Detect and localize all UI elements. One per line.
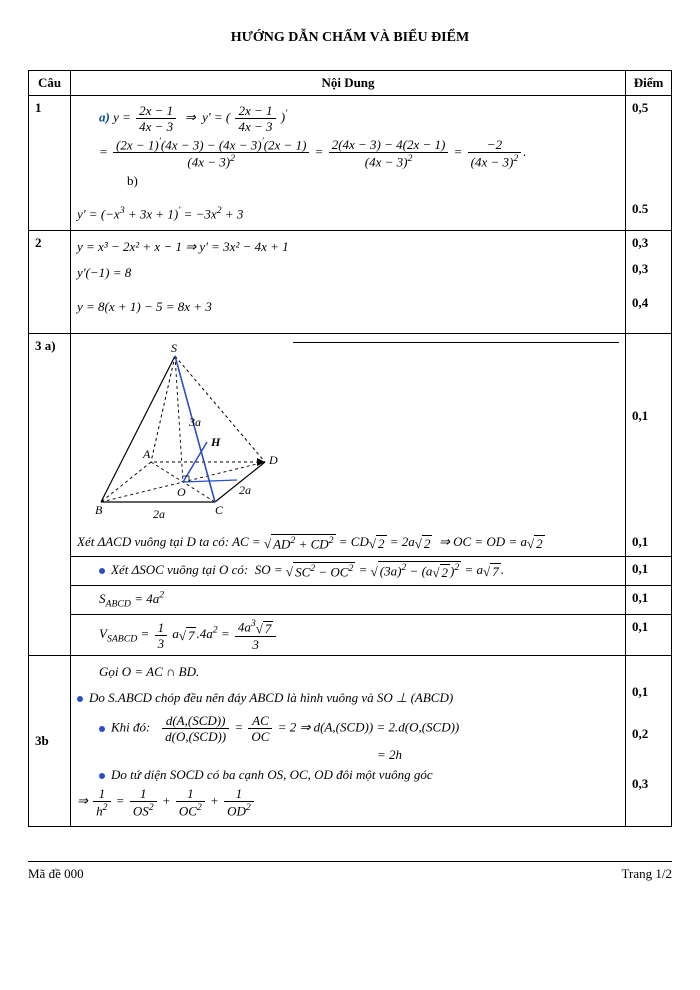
q3a-step2-pts: 0,1: [626, 557, 672, 586]
q1a-content: a) y = 2x − 14x − 3 ⇒ y' = ( 2x − 14x − …: [71, 96, 626, 197]
q3a-step3-pts: 0,1: [626, 586, 672, 615]
q3b-content: Gọi O = AC ∩ BD. Do S.ABCD chóp đều nên …: [71, 656, 626, 826]
header-diem: Điểm: [626, 71, 672, 96]
q2-line3: y = 8(x + 1) − 5 = 8x + 3: [77, 299, 619, 315]
q3b-number: 3b: [29, 656, 71, 826]
q2-number: 2: [29, 230, 71, 333]
page-footer: Mã đề 000 Trang 1/2: [28, 861, 672, 882]
q2-pt2: 0,3: [632, 261, 665, 277]
svg-text:3a: 3a: [188, 415, 201, 429]
bullet-icon: [99, 773, 105, 779]
q1a-points: 0,5: [626, 96, 672, 197]
q2-line1: y = x³ − 2x² + x − 1 ⇒ y' = 3x² − 4x + 1: [77, 239, 619, 255]
q3a-pts-diagram: 0,1: [626, 333, 672, 530]
q3a-step4: VSABCD = 13 a7.4a2 = 4a373: [71, 615, 626, 656]
q3a-step1: Xét ΔACD vuông tại D ta có: AC = AD2 + C…: [71, 530, 626, 557]
svg-text:O: O: [177, 485, 186, 499]
q2-pt1: 0,3: [632, 235, 665, 251]
footer-right: Trang 1/2: [622, 866, 672, 882]
q3a-step1-pts: 0,1: [626, 530, 672, 557]
svg-text:H: H: [210, 435, 221, 449]
svg-text:2a: 2a: [239, 483, 251, 497]
q3a-step3: SABCD = 4a2: [71, 586, 626, 615]
svg-text:S: S: [171, 342, 177, 355]
pyramid-diagram: S A B C D O H 3a 2a 2a: [87, 342, 287, 522]
q3b-points: 0,1 0,2 0,3: [626, 656, 672, 826]
svg-text:A: A: [142, 447, 151, 461]
page-title: HƯỚNG DẪN CHẤM VÀ BIỂU ĐIỂM: [28, 30, 672, 46]
grading-table: Câu Nội Dung Điểm 1 a) y = 2x − 14x − 3 …: [28, 70, 672, 827]
q3a-step4-pts: 0,1: [626, 615, 672, 656]
bullet-icon: [77, 696, 83, 702]
q3b-do: Do S.ABCD chóp đều nên đáy ABCD là hình …: [89, 690, 453, 705]
q3a-diagram-cell: S A B C D O H 3a 2a 2a: [71, 333, 626, 530]
q3a-number: 3 a): [29, 333, 71, 530]
q3b-khi: Khi đó:: [111, 720, 150, 735]
svg-text:D: D: [268, 453, 278, 467]
q3b-goi: Gọi O = AC ∩ BD.: [99, 664, 619, 680]
footer-left: Mã đề 000: [28, 866, 84, 882]
q1b-points: 0.5: [626, 197, 672, 231]
header-noidung: Nội Dung: [71, 71, 626, 96]
q1b-label: b): [127, 173, 619, 189]
svg-text:C: C: [215, 503, 224, 517]
q2-content: y = x³ − 2x² + x − 1 ⇒ y' = 3x² − 4x + 1…: [71, 230, 626, 333]
q1b-content: y' = (−x3 + 3x + 1)′ = −3x2 + 3: [71, 197, 626, 231]
q1a-label: a): [99, 109, 110, 124]
q3a-step2: Xét ΔSOC vuông tại O có: SO = SC2 − OC2 …: [71, 557, 626, 586]
bullet-icon: [99, 568, 105, 574]
q1-number: 1: [29, 96, 71, 197]
svg-text:B: B: [95, 503, 103, 517]
q3b-do2: Do tứ diện SOCD có ba cạnh OS, OC, OD đô…: [111, 767, 433, 782]
q2-pt3: 0,4: [632, 295, 665, 311]
header-cau: Câu: [29, 71, 71, 96]
q2-points: 0,3 0,3 0,4: [626, 230, 672, 333]
q2-line2: y'(−1) = 8: [77, 265, 619, 281]
q1b-empty: [29, 197, 71, 231]
svg-text:2a: 2a: [153, 507, 165, 521]
bullet-icon: [99, 726, 105, 732]
